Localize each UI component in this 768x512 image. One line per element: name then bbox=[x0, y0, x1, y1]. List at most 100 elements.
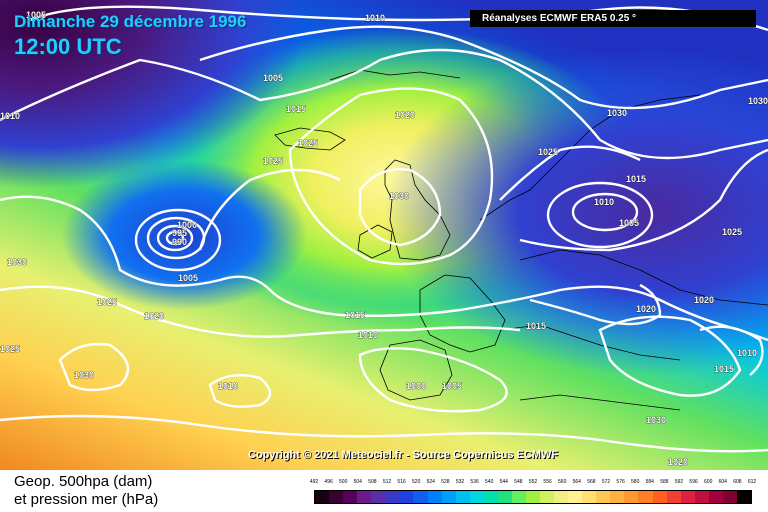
copyright-notice: Copyright © 2021 Meteociel.fr - Source C… bbox=[248, 449, 558, 461]
color-scale-label: 572 bbox=[602, 479, 610, 485]
isobar-label: 1010 bbox=[218, 381, 238, 391]
color-scale-label: 580 bbox=[631, 479, 639, 485]
color-scale-label: 512 bbox=[383, 479, 391, 485]
color-scale-label: 612 bbox=[748, 479, 756, 485]
color-scale-swatch bbox=[357, 491, 371, 503]
color-scale-swatch bbox=[484, 491, 498, 503]
color-scale-label: 556 bbox=[543, 479, 551, 485]
color-scale-swatch bbox=[498, 491, 512, 503]
color-scale-label: 492 bbox=[310, 479, 318, 485]
color-scale-swatch bbox=[512, 491, 526, 503]
isobar-label: 1020 bbox=[636, 304, 656, 314]
isobar-label: 1020 bbox=[144, 311, 164, 321]
isobar-label: 1015 bbox=[714, 364, 734, 374]
isobar-label: 1005 bbox=[263, 73, 283, 83]
map-date-title: Dimanche 29 décembre 1996 bbox=[14, 12, 246, 32]
color-scale-swatch bbox=[624, 491, 638, 503]
isobar-label: 1030 bbox=[74, 370, 94, 380]
legend-title-geopotential: Geop. 500hpa (dam) bbox=[14, 473, 152, 490]
color-scale-swatch bbox=[456, 491, 470, 503]
isobar-label: 1025 bbox=[298, 138, 318, 148]
color-scale-swatch bbox=[343, 491, 357, 503]
legend-panel: Geop. 500hpa (dam) et pression mer (hPa)… bbox=[0, 470, 768, 512]
color-scale-label: 604 bbox=[719, 479, 727, 485]
color-scale-swatch bbox=[610, 491, 624, 503]
color-scale-bar bbox=[314, 490, 752, 504]
color-scale: 492 496 500 504 508 512 516 520 524 528 532 536 540 5… bbox=[314, 479, 752, 509]
isobar-label: 1020 bbox=[668, 457, 688, 467]
color-scale-label: 592 bbox=[675, 479, 683, 485]
isobar-label: 1030 bbox=[389, 191, 409, 201]
isobar-label: 1010 bbox=[365, 13, 385, 23]
map-time-title: 12:00 UTC bbox=[14, 34, 122, 60]
color-scale-swatch bbox=[371, 491, 385, 503]
geopotential-field: 1005 1010 1005 1015 1020 1025 1025 1030 … bbox=[0, 0, 768, 470]
color-scale-label: 520 bbox=[412, 479, 420, 485]
color-scale-swatch bbox=[596, 491, 610, 503]
legend-title-pressure: et pression mer (hPa) bbox=[14, 491, 158, 508]
weather-map: 1005 1010 1005 1015 1020 1025 1025 1030 … bbox=[0, 0, 768, 470]
color-scale-labels: 492 496 500 504 508 512 516 520 524 528 532 536 540 5… bbox=[314, 479, 752, 489]
isobar-label: 1010 bbox=[594, 197, 614, 207]
color-scale-swatch bbox=[399, 491, 413, 503]
color-scale-swatch bbox=[638, 491, 652, 503]
color-scale-swatch bbox=[653, 491, 667, 503]
isobar-label: 1005 bbox=[178, 273, 198, 283]
color-scale-label: 504 bbox=[354, 479, 362, 485]
color-scale-swatch bbox=[554, 491, 568, 503]
color-scale-swatch bbox=[385, 491, 399, 503]
color-scale-label: 568 bbox=[587, 479, 595, 485]
isobar-label: 1005 bbox=[442, 381, 462, 391]
isobar-label: 1020 bbox=[395, 110, 415, 120]
color-scale-label: 508 bbox=[368, 479, 376, 485]
color-scale-swatch bbox=[329, 491, 343, 503]
isobar-label: 1010 bbox=[737, 348, 757, 358]
color-scale-label: 536 bbox=[470, 479, 478, 485]
color-scale-swatch bbox=[667, 491, 681, 503]
color-scale-label: 528 bbox=[441, 479, 449, 485]
color-scale-swatch bbox=[737, 491, 751, 503]
color-scale-swatch bbox=[695, 491, 709, 503]
isobar-label: 1025 bbox=[0, 344, 20, 354]
color-scale-swatch bbox=[568, 491, 582, 503]
isobar-label: 1005 bbox=[619, 218, 639, 228]
source-label: Réanalyses ECMWF ERA5 0.25 ° bbox=[470, 10, 756, 27]
isobar-label: 1030 bbox=[607, 108, 627, 118]
color-scale-swatch bbox=[540, 491, 554, 503]
color-scale-swatch bbox=[428, 491, 442, 503]
color-scale-swatch bbox=[709, 491, 723, 503]
color-scale-label: 596 bbox=[689, 479, 697, 485]
color-scale-swatch bbox=[582, 491, 596, 503]
isobar-label: 1015 bbox=[526, 321, 546, 331]
color-scale-label: 544 bbox=[500, 479, 508, 485]
color-scale-label: 532 bbox=[456, 479, 464, 485]
color-scale-label: 524 bbox=[427, 479, 435, 485]
color-scale-swatch bbox=[681, 491, 695, 503]
color-scale-label: 608 bbox=[733, 479, 741, 485]
color-scale-label: 564 bbox=[573, 479, 581, 485]
color-scale-swatch bbox=[723, 491, 737, 503]
isobar-label: 1030 bbox=[646, 415, 666, 425]
isobar-label: 1000 bbox=[406, 381, 426, 391]
color-scale-label: 516 bbox=[397, 479, 405, 485]
isobar-label: 1025 bbox=[263, 156, 283, 166]
isobar-label: 1030 bbox=[7, 257, 27, 267]
color-scale-label: 600 bbox=[704, 479, 712, 485]
isobar-label: 990 bbox=[172, 237, 187, 247]
color-scale-label: 552 bbox=[529, 479, 537, 485]
isobar-label: 1010 bbox=[358, 330, 378, 340]
isobar-label: 1015 bbox=[286, 104, 306, 114]
color-scale-swatch bbox=[442, 491, 456, 503]
color-scale-label: 576 bbox=[616, 479, 624, 485]
color-scale-swatch bbox=[413, 491, 427, 503]
isobar-label: 1020 bbox=[694, 295, 714, 305]
color-scale-label: 496 bbox=[324, 479, 332, 485]
color-scale-label: 548 bbox=[514, 479, 522, 485]
color-scale-swatch bbox=[526, 491, 540, 503]
color-scale-label: 584 bbox=[646, 479, 654, 485]
color-scale-label: 540 bbox=[485, 479, 493, 485]
color-scale-swatch bbox=[315, 491, 329, 503]
isobar-label: 1030 bbox=[748, 96, 768, 106]
color-scale-swatch bbox=[470, 491, 484, 503]
